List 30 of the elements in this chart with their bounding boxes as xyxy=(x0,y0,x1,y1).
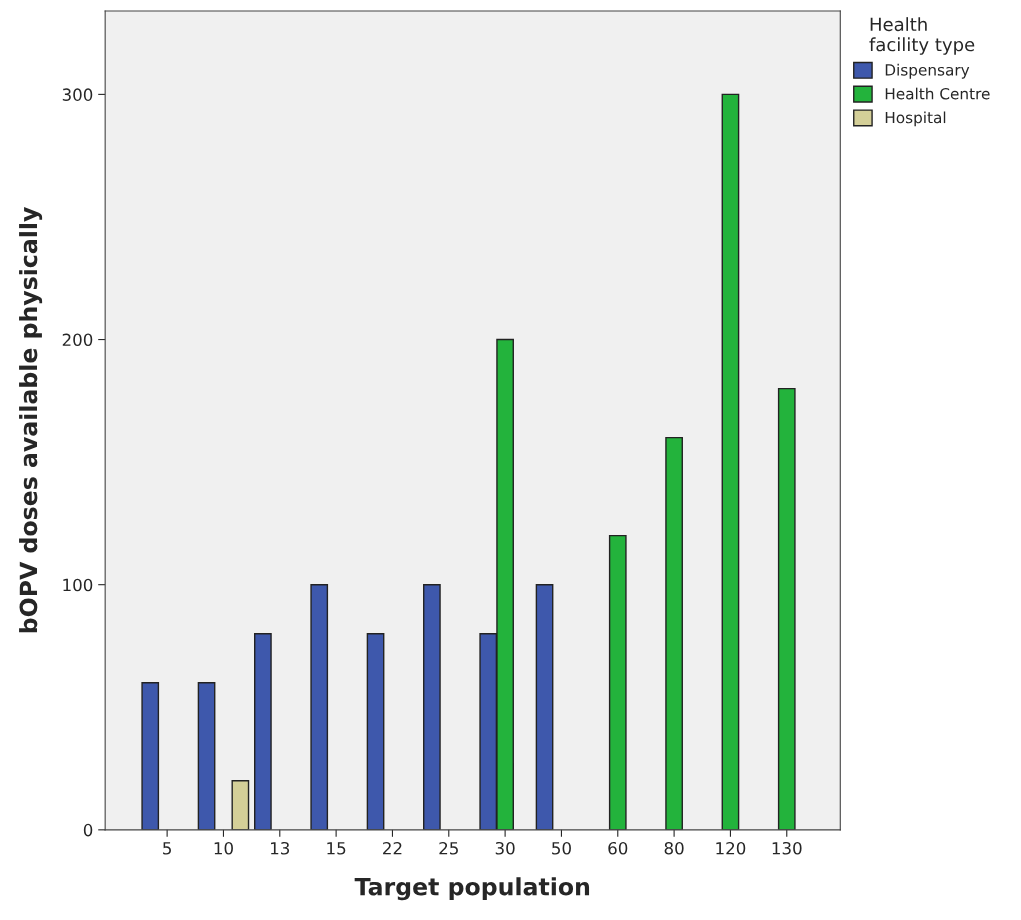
x-tick-label: 50 xyxy=(552,841,571,855)
bar xyxy=(231,780,250,830)
bar xyxy=(197,682,216,830)
x-tick-label: 5 xyxy=(163,842,171,855)
bar xyxy=(141,682,160,830)
bar xyxy=(423,583,441,830)
legend-title: Health facility type xyxy=(869,17,975,55)
x-tick-label: 22 xyxy=(383,841,402,855)
legend-label: Health Centre xyxy=(885,87,990,100)
x-axis-title: Target population xyxy=(354,877,590,901)
legend-label: Dispensary xyxy=(885,63,970,79)
x-tick-label: 120 xyxy=(716,841,746,855)
y-tick-label: 300 xyxy=(62,88,93,101)
y-tick-label: 100 xyxy=(63,578,93,592)
y-tick-label: 0 xyxy=(83,823,93,837)
x-tick-label: 25 xyxy=(439,841,458,855)
x-tick-label: 13 xyxy=(271,841,290,855)
x-tick-label: 10 xyxy=(214,841,233,855)
x-tick-label: 130 xyxy=(772,841,802,855)
y-tick-label: 200 xyxy=(62,333,93,347)
x-tick-label: 60 xyxy=(608,841,628,855)
x-tick-label: 80 xyxy=(664,841,684,855)
x-tick-label: 30 xyxy=(495,841,515,855)
legend-label: Hospital xyxy=(885,111,946,127)
bar xyxy=(254,633,272,830)
bar xyxy=(366,633,385,830)
x-tick-label: 15 xyxy=(327,842,346,855)
bar xyxy=(535,583,554,830)
y-axis-title: bOPV doses available physically xyxy=(19,207,43,633)
bar xyxy=(310,583,329,830)
